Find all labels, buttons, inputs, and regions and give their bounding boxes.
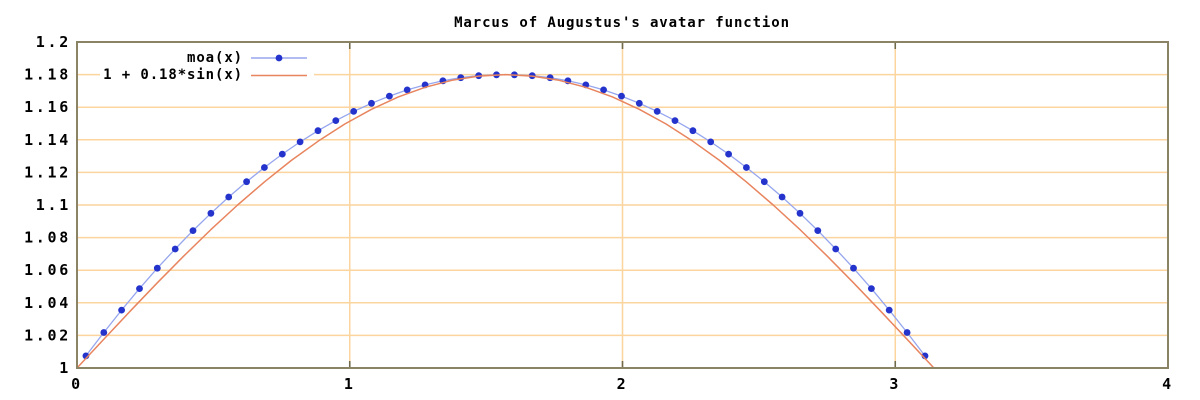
chart-title: Marcus of Augustus's avatar function [454, 15, 790, 31]
x-tick-label: 1 [344, 375, 356, 393]
y-tick-label: 1.16 [24, 98, 71, 116]
y-tick-label: 1.06 [24, 261, 71, 279]
data-point-moa [100, 329, 108, 336]
series-line-sin [76, 73, 935, 369]
data-point-moa [653, 108, 661, 115]
data-point-moa [725, 150, 732, 158]
legend: moa(x)1 + 0.18*sin(x) [100, 46, 314, 86]
axis-labels: 1 1.02 1.04 1.06 1.08 1.1 1.12 1.14 1.16 1.18 1.2 0… [24, 33, 1174, 393]
y-tick-label: 1.12 [24, 163, 71, 181]
data-point-moa [386, 92, 393, 100]
data-point-moa [850, 264, 857, 272]
legend-sample-point-moa [275, 54, 283, 62]
data-point-moa [118, 306, 125, 314]
data-point-moa [153, 264, 161, 272]
data-point-moa [885, 306, 893, 314]
data-point-moa [403, 86, 411, 94]
data-point-moa [261, 164, 268, 171]
data-point-moa [314, 127, 322, 135]
data-point-moa [600, 86, 607, 94]
y-tick-label: 1.08 [24, 229, 71, 247]
data-point-moa [296, 138, 304, 146]
plot-border [76, 41, 1169, 369]
plot-border-rect [76, 41, 1169, 369]
x-tick-label: 0 [71, 375, 83, 393]
legend-label-sin: 1 + 0.18*sin(x) [103, 67, 243, 83]
data-point-moa [225, 193, 233, 201]
data-point-moa [207, 209, 215, 217]
data-point-moa [671, 117, 679, 124]
y-tick-label: 1.02 [24, 326, 71, 344]
data-point-moa [618, 92, 625, 100]
gridlines [77, 42, 1168, 368]
data-point-moa [136, 285, 143, 292]
data-point-moa [796, 209, 804, 217]
data-point-moa [189, 227, 197, 235]
y-tick-label: 1.14 [24, 131, 71, 149]
data-point-moa [546, 74, 554, 82]
x-tick-label: 4 [1162, 375, 1174, 393]
data-point-moa [243, 178, 251, 186]
x-tick-label: 3 [889, 375, 901, 393]
tick-marks [348, 42, 897, 368]
data-point-moa [814, 227, 822, 235]
y-tick-label: 1.1 [36, 196, 71, 214]
data-point-moa [903, 329, 911, 336]
data-point-moa [868, 285, 875, 292]
data-point-moa [332, 117, 340, 124]
data-point-moa [278, 150, 286, 158]
data-point-moa [832, 245, 840, 253]
data-point-moa [635, 99, 643, 107]
data-point-moa [457, 74, 465, 82]
legend-label-moa: moa(x) [187, 50, 243, 66]
y-tick-label: 1 [59, 359, 71, 377]
y-tick-label: 1.04 [24, 294, 71, 312]
data-point-moa [350, 108, 358, 115]
data-point-moa [760, 178, 768, 186]
series-layer [76, 71, 935, 369]
y-tick-label: 1.2 [36, 33, 71, 51]
data-point-moa [707, 138, 715, 146]
data-point-moa [778, 193, 786, 201]
legend-background [100, 46, 314, 86]
data-point-moa [743, 164, 750, 171]
data-point-moa [689, 127, 697, 135]
y-tick-label: 1.18 [24, 66, 71, 84]
data-point-moa [368, 99, 375, 107]
x-tick-label: 2 [617, 375, 629, 393]
data-point-moa [171, 245, 179, 253]
